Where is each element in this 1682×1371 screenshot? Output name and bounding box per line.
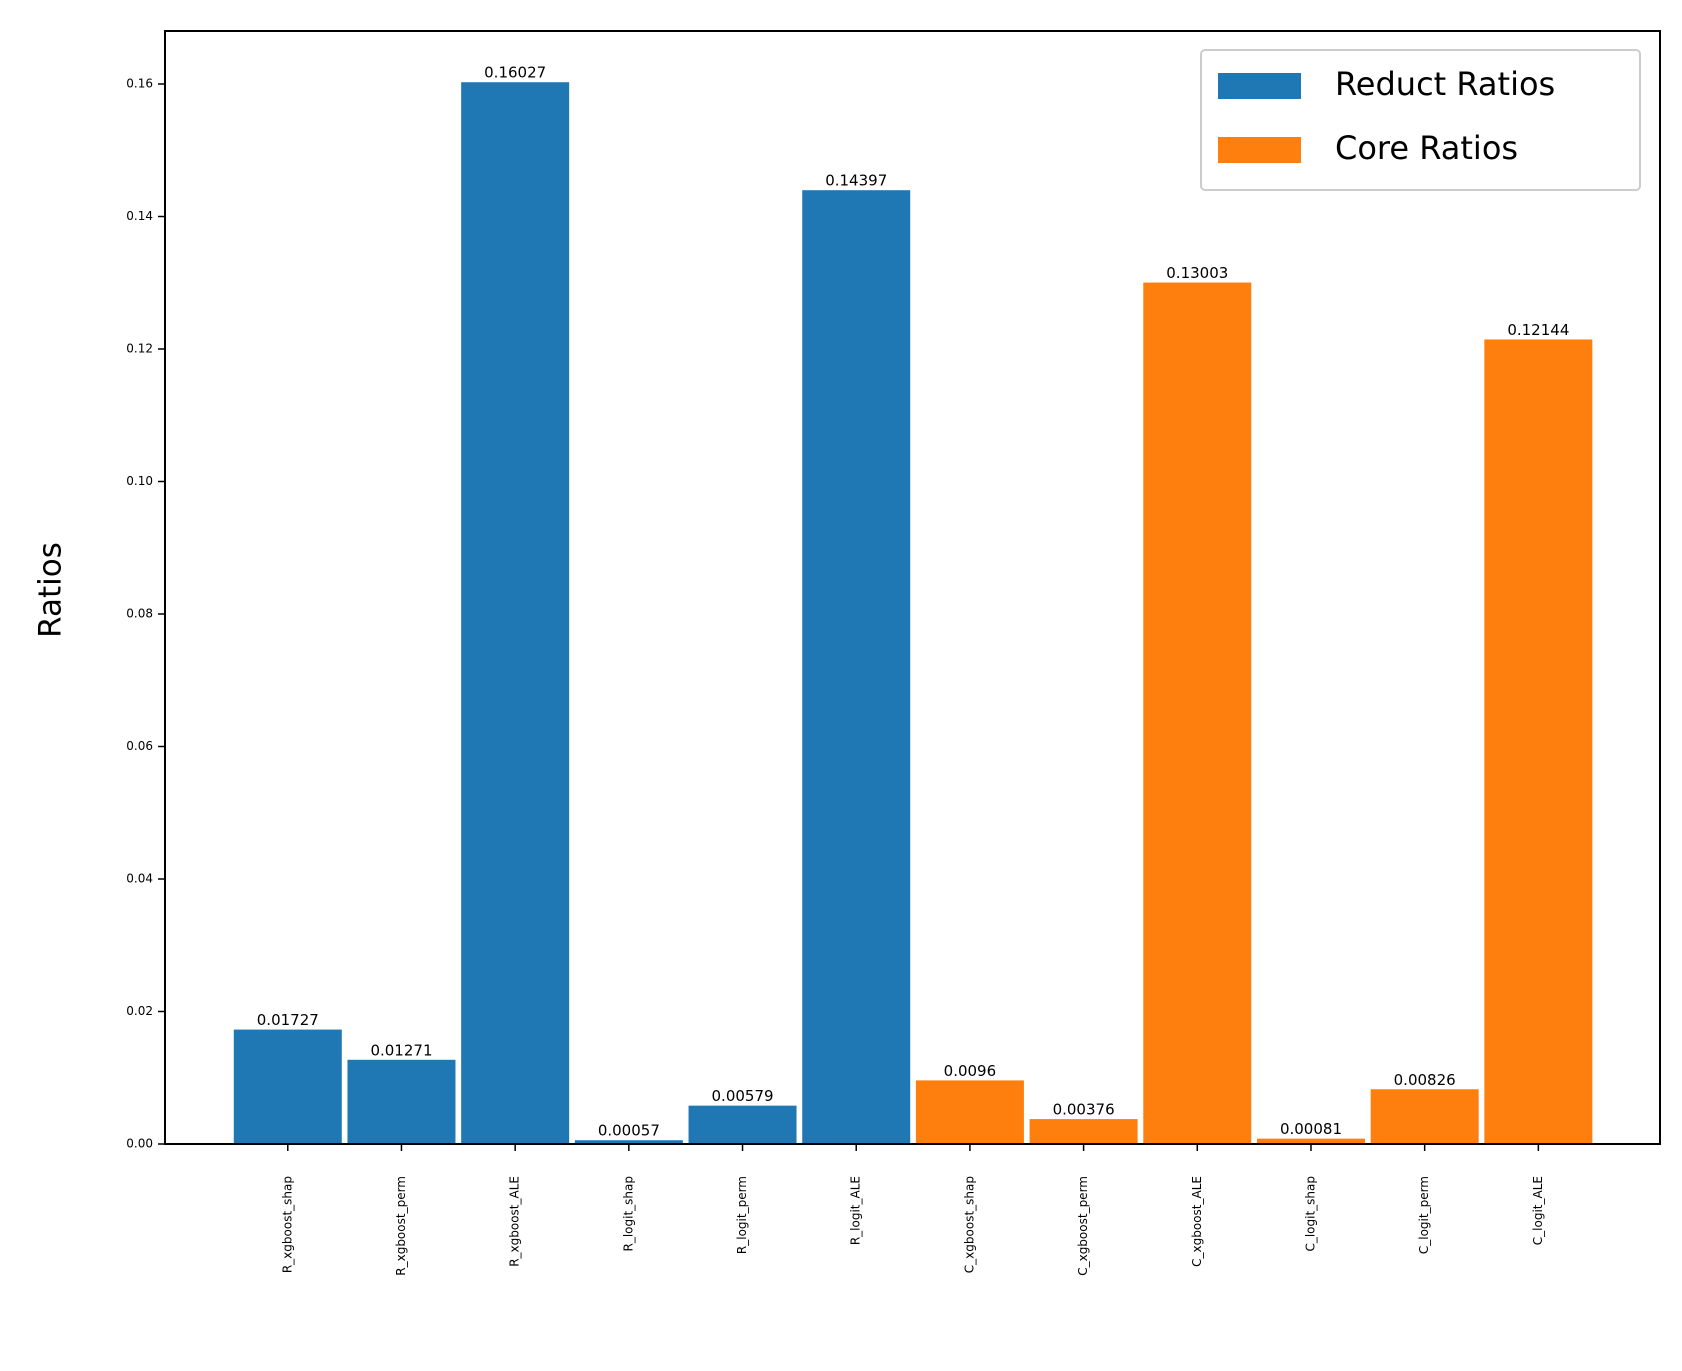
x-tick-label: C_xgboost_shap	[962, 1176, 976, 1273]
data-label: 0.00826	[1394, 1071, 1456, 1089]
legend-swatch	[1218, 137, 1301, 163]
y-tick-label: 0.00	[126, 1137, 153, 1151]
y-tick-label: 0.12	[126, 342, 153, 356]
bar	[233, 1029, 342, 1144]
data-label: 0.00057	[598, 1122, 660, 1140]
y-tick-label: 0.06	[126, 739, 153, 753]
y-tick-label: 0.16	[126, 77, 153, 91]
y-tick-label: 0.08	[126, 607, 153, 621]
data-label: 0.14397	[825, 172, 887, 190]
legend-swatch	[1218, 73, 1301, 99]
bar	[915, 1080, 1024, 1144]
data-label: 0.12144	[1507, 321, 1569, 339]
y-tick-label: 0.04	[126, 872, 153, 886]
y-tick-label: 0.02	[126, 1004, 153, 1018]
y-tick-label: 0.14	[126, 209, 153, 223]
bar	[688, 1105, 797, 1144]
bar	[461, 82, 570, 1144]
x-tick-label: R_xgboost_ALE	[508, 1176, 522, 1267]
x-tick-label: C_logit_shap	[1303, 1176, 1317, 1252]
x-tick-label: R_logit_ALE	[849, 1176, 863, 1245]
bar	[574, 1140, 683, 1144]
y-tick-label: 0.10	[126, 474, 153, 488]
x-tick-label: R_logit_shap	[621, 1176, 635, 1252]
legend-label: Reduct Ratios	[1335, 65, 1555, 103]
legend-box	[1200, 49, 1641, 191]
legend-label: Core Ratios	[1335, 129, 1518, 167]
y-axis-label: Ratios	[33, 542, 69, 638]
data-label: 0.00579	[712, 1087, 774, 1105]
bar	[347, 1059, 456, 1144]
data-label: 0.13003	[1166, 264, 1228, 282]
x-tick-label: R_xgboost_perm	[394, 1176, 408, 1276]
x-tick-label: R_xgboost_shap	[280, 1176, 294, 1273]
data-label: 0.01271	[370, 1041, 432, 1059]
data-label: 0.00376	[1053, 1101, 1115, 1119]
x-tick-label: C_xgboost_perm	[1076, 1176, 1090, 1276]
plot-frame	[164, 30, 1661, 1145]
bar	[1484, 339, 1593, 1145]
data-label: 0.00081	[1280, 1120, 1342, 1138]
data-label: 0.16027	[484, 64, 546, 82]
bar	[1029, 1119, 1138, 1144]
x-tick-label: C_xgboost_ALE	[1190, 1176, 1204, 1267]
bar	[1370, 1089, 1479, 1144]
data-label: 0.01727	[257, 1011, 319, 1029]
bar	[1256, 1138, 1365, 1144]
data-label: 0.0096	[944, 1062, 997, 1080]
x-tick-label: R_logit_perm	[735, 1176, 749, 1254]
bar	[802, 190, 911, 1145]
x-tick-label: C_logit_ALE	[1531, 1176, 1545, 1245]
bar	[1143, 282, 1252, 1144]
x-tick-label: C_logit_perm	[1417, 1176, 1431, 1254]
